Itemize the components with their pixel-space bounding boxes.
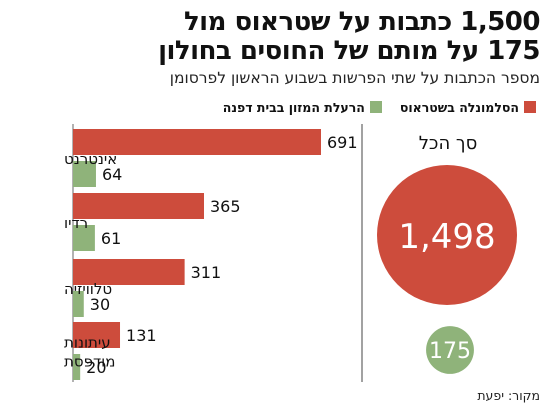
total-value-salmonella: 1,498 xyxy=(398,217,495,257)
bar-salmonella-internet xyxy=(73,129,321,155)
data-label-salmonella-internet: 691 xyxy=(327,133,358,152)
data-label-salmonella-tv: 311 xyxy=(191,263,222,282)
total-value-food-poisoning: 175 xyxy=(429,339,471,364)
title-block: 1,500 כתבות על שטראוס מול 175 על מותם של… xyxy=(10,8,540,88)
totals-label: סך הכל xyxy=(419,133,478,154)
legend: הסלמונלה בשטראוס הרעלת המזון בבית דפנה xyxy=(223,98,536,116)
legend-label-salmonella: הסלמונלה בשטראוס xyxy=(399,99,519,115)
bar-food-poisoning-print xyxy=(73,354,81,380)
bar-salmonella-tv xyxy=(73,259,185,285)
bar-salmonella-radio xyxy=(73,193,204,219)
data-label-salmonella-radio: 365 xyxy=(210,197,241,216)
legend-item-food-poisoning: הרעלת המזון בבית דפנה xyxy=(223,100,382,115)
bar-food-poisoning-internet xyxy=(73,161,96,187)
bar-food-poisoning-tv xyxy=(73,291,84,317)
source-note: מקור: יפעת xyxy=(477,388,540,403)
chart-title-line-1: 1,500 כתבות על שטראוס מול xyxy=(183,7,541,37)
legend-item-salmonella: הסלמונלה בשטראוס xyxy=(400,100,536,115)
total-circle-food-poisoning xyxy=(426,326,474,374)
total-circle-salmonella xyxy=(377,165,517,305)
data-label-salmonella-print: 131 xyxy=(126,326,157,345)
chart-title-line-2: 175 על מותם של החוסים בחולון xyxy=(158,36,540,66)
legend-label-food-poisoning: הרעלת המזון בבית דפנה xyxy=(222,99,365,115)
category-label-print-line-1: עיתונות xyxy=(64,334,111,352)
bar-salmonella-print xyxy=(73,322,121,348)
bar-food-poisoning-radio xyxy=(73,225,95,251)
chart-subtitle: מספר הכתבות על שתי הפרשות בשבוע הראשון ל… xyxy=(169,69,540,87)
category-label-radio: רדיו xyxy=(64,214,88,232)
data-label-food-poisoning-radio: 61 xyxy=(101,229,121,248)
legend-swatch-salmonella xyxy=(524,101,536,113)
data-label-food-poisoning-internet: 64 xyxy=(102,165,122,184)
category-label-print-line-2: מודפסת xyxy=(64,353,115,371)
category-label-internet: אינטרנט xyxy=(64,150,117,168)
category-label-tv: טלוויזיה xyxy=(64,280,112,298)
data-label-food-poisoning-tv: 30 xyxy=(90,295,110,314)
data-label-food-poisoning-print: 20 xyxy=(86,358,106,377)
legend-swatch-food-poisoning xyxy=(369,101,382,113)
